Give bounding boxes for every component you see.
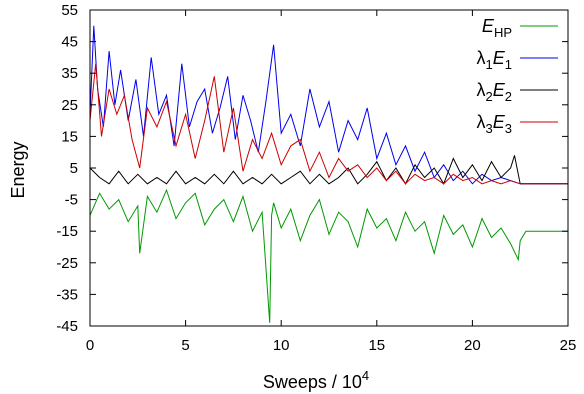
series-line-2 <box>89 25 568 185</box>
x-tick-label: 0 <box>86 337 94 354</box>
legend-main: E <box>493 48 506 68</box>
legend-sub: 3 <box>505 121 512 136</box>
x-tick-label: 10 <box>273 337 290 354</box>
legend-main: E <box>493 80 506 100</box>
legend-entry-1: EHP <box>482 16 558 40</box>
y-tick-label: 55 <box>61 2 78 19</box>
x-axis-title-exponent: 4 <box>362 368 369 383</box>
legend-lambda-sub: 3 <box>486 121 493 136</box>
legend-lambda: λ <box>477 112 486 132</box>
x-tick-label: 15 <box>368 337 385 354</box>
legend-entry-3: λ2E2 <box>477 80 558 104</box>
x-tick-label: 5 <box>181 337 189 354</box>
legend-label: λ3E3 <box>477 112 512 136</box>
series-line-4 <box>89 63 568 185</box>
y-tick-label: -45 <box>56 318 78 335</box>
y-tick-label: -35 <box>56 286 78 303</box>
x-axis-title-main: Sweeps / 10 <box>263 372 362 392</box>
y-tick-label: 45 <box>61 34 78 51</box>
legend-label: λ1E1 <box>477 48 512 72</box>
legend-main: E <box>482 16 495 36</box>
y-tick-label: 25 <box>61 97 78 114</box>
y-tick-label: 35 <box>61 65 78 82</box>
legend-label: λ2E2 <box>477 80 512 104</box>
x-tick-label: 25 <box>560 337 577 354</box>
legend-lambda: λ <box>477 80 486 100</box>
legend-label: EHP <box>482 16 512 40</box>
y-axis-title: Energy <box>8 141 28 198</box>
legend-lambda: λ <box>477 48 486 68</box>
legend-lambda-sub: 2 <box>486 89 493 104</box>
y-tick-label: 15 <box>61 128 78 145</box>
series-layer <box>89 25 568 323</box>
series-line-1 <box>89 188 568 323</box>
ticks-layer: 55 45 35 25 15 5 -5 -15 -25 -35 -45 0 5 10 15 20 25 <box>56 2 576 354</box>
y-tick-label: -5 <box>65 192 78 209</box>
legend-entry-2: λ1E1 <box>477 48 558 72</box>
legend-lambda-sub: 1 <box>486 57 493 72</box>
y-tick-label: 5 <box>70 160 78 177</box>
legend-sub: HP <box>494 25 512 40</box>
y-tick-label: -25 <box>56 255 78 272</box>
x-tick-label: 20 <box>464 337 481 354</box>
legend-sub: 2 <box>505 89 512 104</box>
legend-main: E <box>493 112 506 132</box>
x-axis-title: Sweeps / 104 <box>263 368 369 392</box>
series-line-3 <box>89 155 568 185</box>
legend-sub: 1 <box>505 57 512 72</box>
y-tick-label: -15 <box>56 223 78 240</box>
legend-entry-4: λ3E3 <box>477 112 558 136</box>
